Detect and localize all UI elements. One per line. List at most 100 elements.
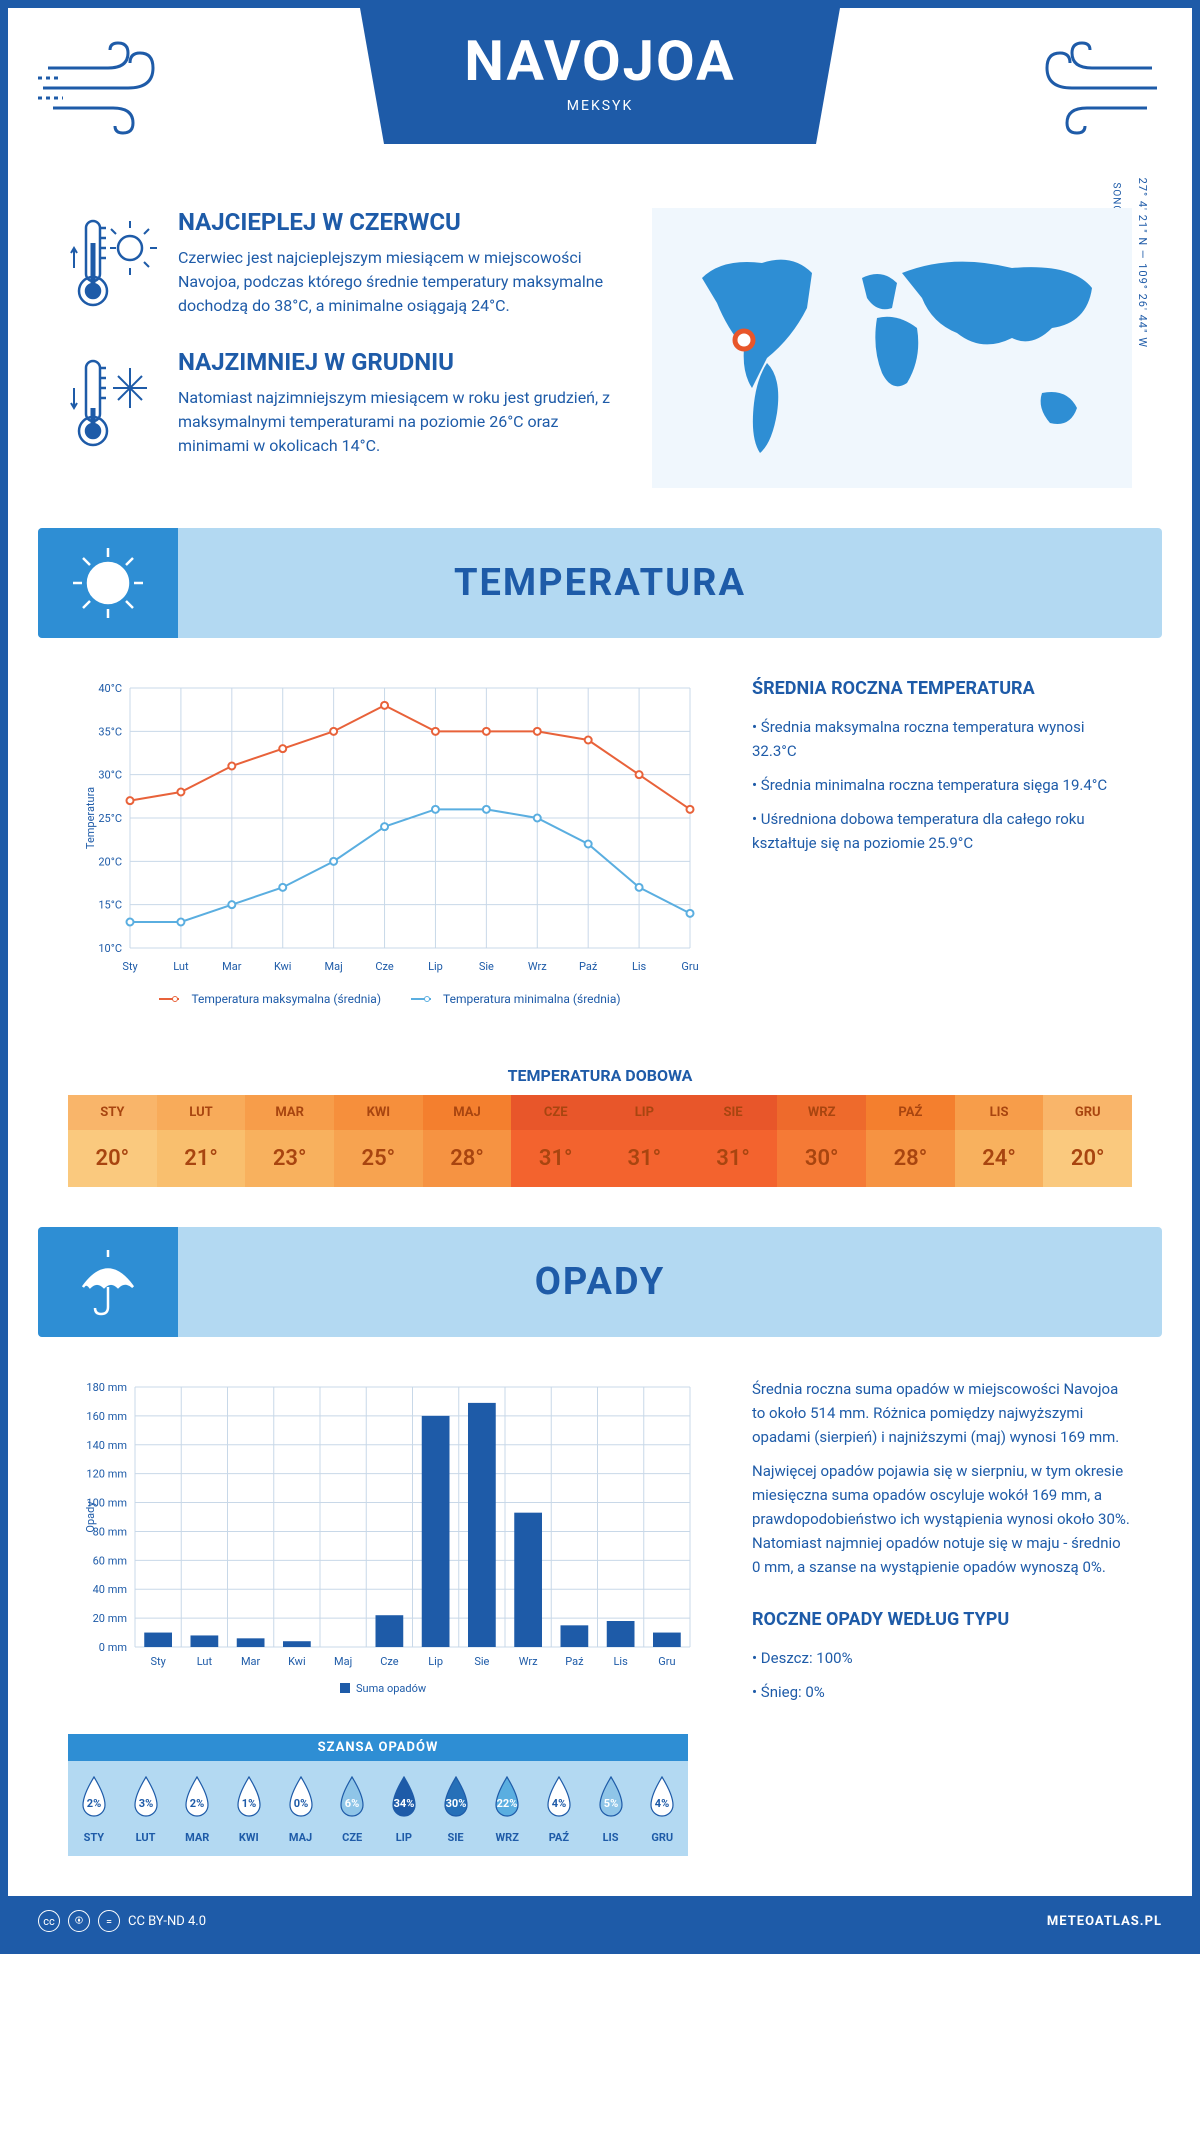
- legend-item: Temperatura minimalna (średnia): [411, 992, 621, 1006]
- svg-text:Lut: Lut: [197, 1655, 213, 1668]
- cc-icon: cc: [38, 1910, 60, 1932]
- nd-icon: =: [98, 1910, 120, 1932]
- hottest-title: NAJCIEPLEJ W CZERWCU: [178, 208, 612, 236]
- precipitation-text: Średnia roczna suma opadów w miejscowośc…: [752, 1377, 1132, 1714]
- svg-text:Maj: Maj: [334, 1655, 352, 1668]
- svg-text:30%: 30%: [445, 1797, 466, 1810]
- svg-text:4%: 4%: [552, 1797, 566, 1810]
- header: NAVOJOA MEKSYK: [8, 8, 1192, 188]
- svg-text:Cze: Cze: [380, 1655, 399, 1668]
- svg-text:30°C: 30°C: [98, 769, 122, 782]
- title-banner: NAVOJOA MEKSYK: [360, 8, 840, 144]
- svg-text:Lip: Lip: [428, 1655, 443, 1668]
- svg-text:Kwi: Kwi: [274, 960, 292, 973]
- by-icon: 🅯: [68, 1910, 90, 1932]
- temperature-line-chart: 10°C15°C20°C25°C30°C35°C40°CStyLutMarKwi…: [68, 678, 712, 1006]
- temperature-title: TEMPERATURA: [178, 561, 1162, 605]
- svg-text:Sty: Sty: [150, 1655, 166, 1668]
- svg-text:Sie: Sie: [474, 1655, 489, 1668]
- rain-chance-cell: 4%PAŹ: [533, 1773, 585, 1844]
- temp-chart-legend: Temperatura maksymalna (średnia) Temperat…: [68, 992, 712, 1006]
- heat-cell: LIP31°: [600, 1095, 689, 1187]
- svg-text:40 mm: 40 mm: [93, 1583, 127, 1596]
- svg-text:22%: 22%: [497, 1797, 518, 1810]
- heat-cell: STY20°: [68, 1095, 157, 1187]
- thermometer-snow-icon: [68, 348, 158, 458]
- coordinates: 27° 4' 21" N — 109° 26' 44" W: [1136, 178, 1149, 348]
- wind-icon-left: [38, 38, 178, 138]
- svg-text:Mar: Mar: [241, 1655, 261, 1668]
- thermometer-sun-icon: [68, 208, 158, 318]
- svg-text:160 mm: 160 mm: [86, 1410, 127, 1423]
- temp-stat-item: Średnia minimalna roczna temperatura się…: [752, 773, 1132, 797]
- svg-text:Lis: Lis: [613, 1655, 628, 1668]
- coldest-title: NAJZIMNIEJ W GRUDNIU: [178, 348, 612, 376]
- heat-cell: LUT21°: [157, 1095, 246, 1187]
- svg-text:Wrz: Wrz: [519, 1655, 538, 1668]
- license-block: cc 🅯 = CC BY-ND 4.0: [38, 1910, 206, 1932]
- precipitation-chart-row: 0 mm20 mm40 mm60 mm80 mm100 mm120 mm140 …: [8, 1337, 1192, 1754]
- heat-cell: MAJ28°: [423, 1095, 512, 1187]
- hottest-block: NAJCIEPLEJ W CZERWCU Czerwiec jest najci…: [68, 208, 612, 318]
- sun-icon: [38, 528, 178, 638]
- svg-text:60 mm: 60 mm: [93, 1554, 127, 1567]
- footer: cc 🅯 = CC BY-ND 4.0 METEOATLAS.PL: [8, 1896, 1192, 1946]
- svg-text:Lip: Lip: [428, 960, 443, 973]
- temp-stats-title: ŚREDNIA ROCZNA TEMPERATURA: [752, 678, 1132, 699]
- svg-text:2%: 2%: [87, 1797, 101, 1810]
- svg-text:Maj: Maj: [325, 960, 343, 973]
- rain-chance-cell: 34%LIP: [378, 1773, 430, 1844]
- svg-text:Lut: Lut: [173, 960, 189, 973]
- svg-text:140 mm: 140 mm: [86, 1439, 127, 1452]
- svg-text:0%: 0%: [293, 1797, 307, 1810]
- svg-text:Suma opadów: Suma opadów: [356, 1682, 427, 1695]
- svg-text:20°C: 20°C: [98, 855, 122, 868]
- intro-section: NAJCIEPLEJ W CZERWCU Czerwiec jest najci…: [8, 188, 1192, 528]
- wind-icon-right: [1022, 38, 1162, 138]
- svg-text:Temperatura: Temperatura: [84, 787, 97, 849]
- svg-text:6%: 6%: [345, 1797, 359, 1810]
- heat-cell: SIE31°: [689, 1095, 778, 1187]
- rain-chance-cell: 4%GRU: [636, 1773, 688, 1844]
- heat-cell: PAŹ28°: [866, 1095, 955, 1187]
- precip-by-type-title: ROCZNE OPADY WEDŁUG TYPU: [752, 1609, 1132, 1630]
- svg-text:25°C: 25°C: [98, 812, 122, 825]
- heat-cell: LIS24°: [955, 1095, 1044, 1187]
- daily-temp-title: TEMPERATURA DOBOWA: [8, 1066, 1192, 1085]
- svg-text:Paź: Paź: [579, 960, 598, 973]
- svg-text:2%: 2%: [190, 1797, 204, 1810]
- map-column: SONORA 27° 4' 21" N — 109° 26' 44" W: [652, 208, 1132, 488]
- intro-text-column: NAJCIEPLEJ W CZERWCU Czerwiec jest najci…: [68, 208, 612, 488]
- rain-chance-cell: 2%MAR: [171, 1773, 223, 1844]
- svg-text:34%: 34%: [393, 1797, 414, 1810]
- legend-item: Temperatura maksymalna (średnia): [159, 992, 381, 1006]
- precipitation-section-header: OPADY: [38, 1227, 1162, 1337]
- svg-text:20 mm: 20 mm: [93, 1612, 127, 1625]
- svg-text:3%: 3%: [138, 1797, 152, 1810]
- precip-type-item: Śnieg: 0%: [752, 1680, 1132, 1704]
- svg-text:0 mm: 0 mm: [99, 1641, 127, 1654]
- coldest-block: NAJZIMNIEJ W GRUDNIU Natomiast najzimnie…: [68, 348, 612, 458]
- hottest-text: Czerwiec jest najcieplejszym miesiącem w…: [178, 246, 612, 318]
- city-title: NAVOJOA: [360, 28, 840, 94]
- svg-text:5%: 5%: [603, 1797, 617, 1810]
- rain-chance-cell: 2%STY: [68, 1773, 120, 1844]
- precipitation-title: OPADY: [178, 1260, 1162, 1304]
- svg-text:Gru: Gru: [658, 1655, 675, 1668]
- svg-text:Sie: Sie: [479, 960, 494, 973]
- temperature-section-header: TEMPERATURA: [38, 528, 1162, 638]
- precipitation-bar-chart: 0 mm20 mm40 mm60 mm80 mm100 mm120 mm140 …: [68, 1377, 712, 1714]
- license-text: CC BY-ND 4.0: [128, 1914, 206, 1929]
- world-map: [652, 208, 1132, 488]
- svg-text:Sty: Sty: [122, 960, 138, 973]
- svg-text:Kwi: Kwi: [288, 1655, 306, 1668]
- svg-text:180 mm: 180 mm: [86, 1381, 127, 1394]
- svg-text:120 mm: 120 mm: [86, 1468, 127, 1481]
- svg-text:15°C: 15°C: [98, 899, 122, 912]
- rain-chance-title: SZANSA OPADÓW: [68, 1734, 688, 1761]
- rain-chance-cell: 22%WRZ: [481, 1773, 533, 1844]
- rain-chance-cell: 5%LIS: [585, 1773, 637, 1844]
- rain-chance-cell: 0%MAJ: [275, 1773, 327, 1844]
- umbrella-icon: [38, 1227, 178, 1337]
- svg-text:40°C: 40°C: [98, 682, 122, 695]
